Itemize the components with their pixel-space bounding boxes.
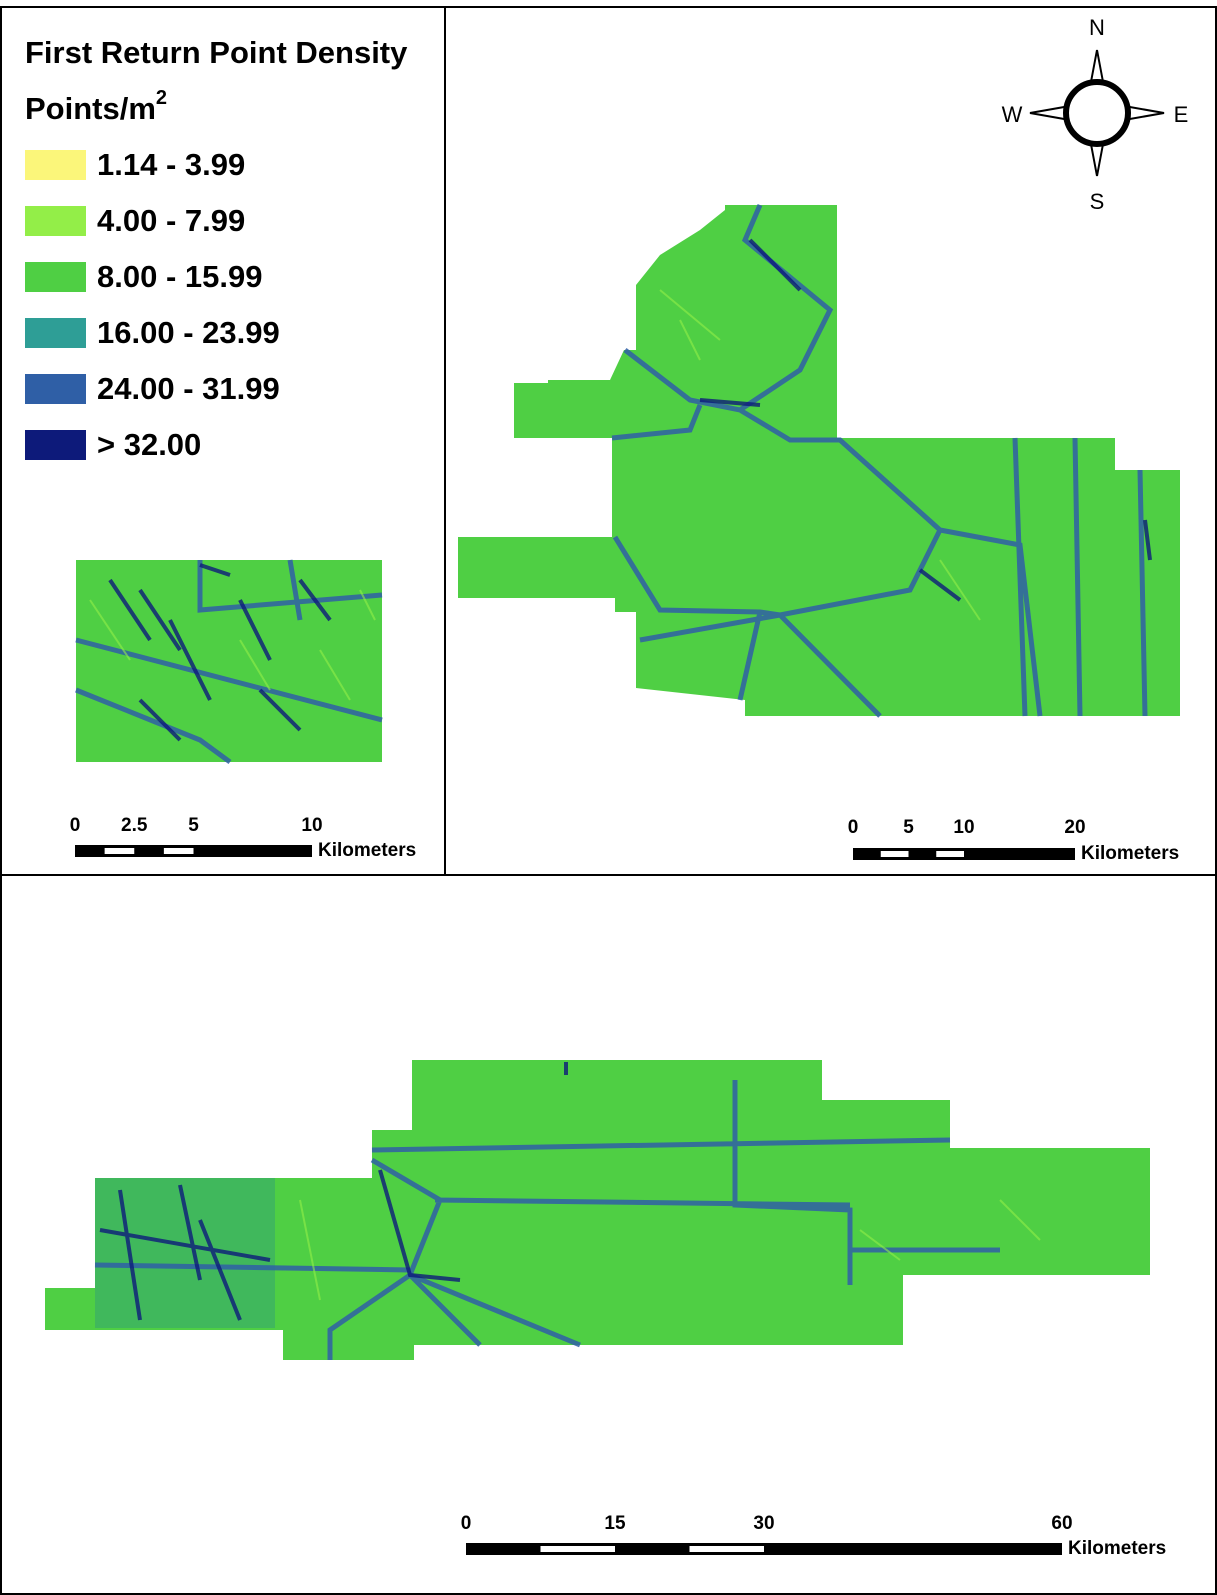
legend-unit: Points/m2 (25, 87, 167, 126)
coverage (76, 560, 382, 762)
scale-tick-label: 30 (753, 1513, 774, 1534)
legend-swatch (25, 206, 86, 236)
scale-tick-label: 0 (70, 815, 81, 836)
inset-map (76, 560, 382, 762)
scale-tick-label: 5 (188, 815, 199, 836)
coverage (458, 205, 1180, 716)
scale-bar-gap (881, 851, 909, 857)
scale-tick-label: 10 (301, 815, 322, 836)
legend-label: 1.14 - 3.99 (97, 147, 245, 182)
map-figure: First Return Point Density Points/m2 1.1… (0, 0, 1217, 1595)
legend-label: 24.00 - 31.99 (97, 371, 280, 406)
legend-label: 8.00 - 15.99 (97, 259, 262, 294)
scale-tick-label: 0 (848, 817, 859, 838)
scale-tick-label: 5 (903, 817, 914, 838)
compass-n: N (1089, 15, 1105, 40)
scale-tick-label: 10 (953, 817, 974, 838)
scale-unit: Kilometers (318, 840, 416, 861)
scale-tick-label: 0 (461, 1513, 472, 1534)
scale-bar-gap (164, 848, 194, 854)
scale-tick-label: 2.5 (121, 815, 148, 836)
study-area-map (458, 205, 1180, 716)
legend-swatch (25, 262, 86, 292)
scale-tick-label: 60 (1051, 1513, 1072, 1534)
unit-power: 2 (156, 87, 167, 109)
scale-unit: Kilometers (1081, 843, 1179, 864)
scale-bar-gap (690, 1546, 765, 1552)
compass-w: W (1002, 102, 1023, 127)
legend-swatch (25, 150, 86, 180)
legend-label: 4.00 - 7.99 (97, 203, 245, 238)
legend-title: First Return Point Density (25, 35, 408, 70)
legend-swatch (25, 430, 86, 460)
scale-unit: Kilometers (1068, 1538, 1166, 1559)
compass-s: S (1090, 189, 1105, 214)
legend-label: 16.00 - 23.99 (97, 315, 280, 350)
scale-bar-gap (936, 851, 964, 857)
scale-bar-gap (105, 848, 135, 854)
legend-label: > 32.00 (97, 427, 201, 462)
scale-tick-label: 20 (1064, 817, 1085, 838)
frame (1, 7, 1216, 1594)
legend-swatch (25, 318, 86, 348)
unit: Points/m (25, 91, 156, 126)
regional-map (45, 1060, 1150, 1360)
legend-swatch (25, 374, 86, 404)
compass-e: E (1174, 102, 1189, 127)
north-arrow: N S W E (1002, 15, 1189, 214)
scale-tick-label: 15 (604, 1513, 626, 1534)
legend: 1.14 - 3.99 4.00 - 7.99 8.00 - 15.99 16.00 … (25, 147, 280, 462)
scale-bar-gap (541, 1546, 616, 1552)
